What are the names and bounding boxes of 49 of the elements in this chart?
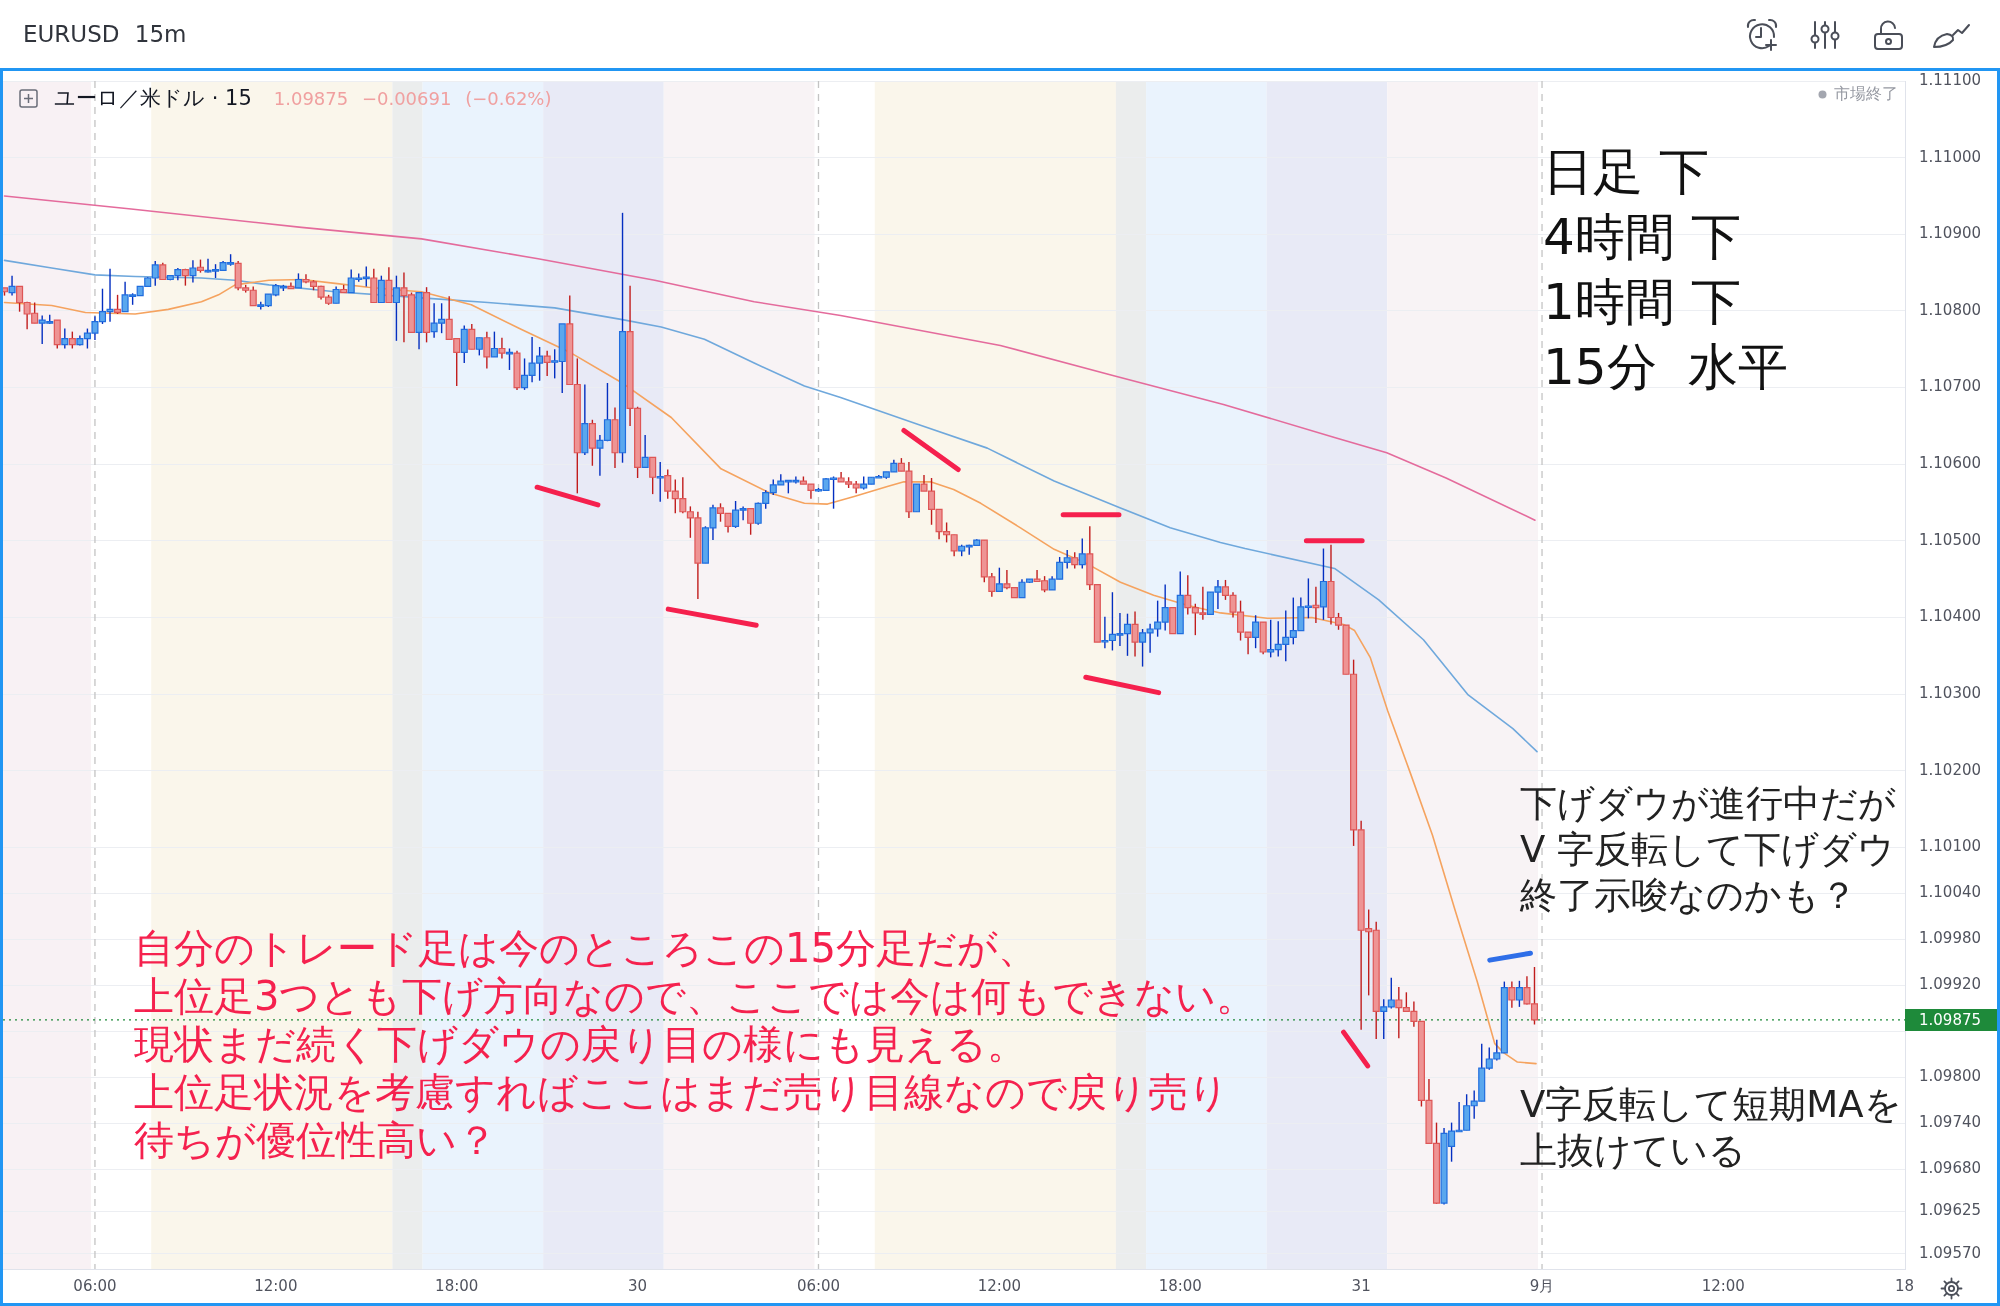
y-tick-label: 1.10500	[1919, 530, 1982, 549]
x-tick-label: 12:00	[1701, 1276, 1745, 1295]
x-tick-label: 18:00	[435, 1276, 479, 1295]
y-tick-label: 1.10900	[1919, 224, 1982, 243]
y-tick-label: 1.10200	[1919, 760, 1982, 779]
y-tick-label: 1.10040	[1919, 883, 1982, 902]
chart-title: EURUSD 15m	[23, 20, 187, 49]
y-tick-label: 1.11000	[1919, 147, 1982, 166]
y-tick-label: 1.09980	[1919, 929, 1982, 948]
annotation: 待ちが優位性高い？	[134, 1116, 497, 1164]
annotation: 市場終了	[1834, 83, 1898, 105]
y-tick-label: 1.10400	[1919, 607, 1982, 626]
x-tick-label: 12:00	[254, 1276, 298, 1295]
annotation: V字反転して短期MAを	[1520, 1082, 1902, 1128]
x-tick-label: 9月	[1529, 1276, 1555, 1295]
y-tick-label: 1.09800	[1919, 1067, 1982, 1086]
annotation: 自分のトレード足は今のところこの15分足だが、	[134, 924, 1038, 972]
x-tick-label: 06:00	[73, 1276, 117, 1295]
x-tick-label: 12:00	[977, 1276, 1021, 1295]
annotation: 上位足3つとも下げ方向なので、ここでは今は何もできない。	[134, 972, 1257, 1020]
chart-subtitle: ユーロ／米ドル · 15	[54, 85, 252, 112]
annotation: 4時間 下	[1543, 207, 1741, 268]
annotation: V 字反転して下げダウ	[1520, 827, 1896, 873]
annotation: 15分 水平	[1543, 337, 1789, 398]
x-tick-label: 06:00	[796, 1276, 841, 1295]
y-tick-label: 1.09570	[1919, 1243, 1982, 1262]
x-tick-label: 30	[628, 1276, 648, 1295]
x-tick-label: 18	[1894, 1276, 1915, 1295]
y-tick-label: 1.09920	[1919, 975, 1982, 994]
annotation: 日足 下	[1543, 142, 1709, 203]
annotation: 上抜けている	[1520, 1128, 1746, 1174]
y-tick-label: 1.10300	[1919, 684, 1982, 703]
x-tick-label: 31	[1351, 1276, 1371, 1295]
annotation: 1時間 下	[1543, 272, 1741, 333]
annotation: 終了示唆なのかも？	[1520, 873, 1857, 919]
y-tick-label: 1.09740	[1919, 1113, 1982, 1132]
annotation: 1.09875 −0.00691 (−0.62%)	[273, 87, 552, 109]
y-tick-label: 1.10600	[1919, 454, 1982, 473]
y-tick-label: 1.11100	[1919, 70, 1982, 89]
annotation: 下げダウが進行中だが	[1520, 781, 1896, 827]
ref-line-label: 1.09875	[1919, 1010, 1982, 1029]
annotation: 現状まだ続く下げダウの戻り目の様にも見える。	[134, 1020, 1027, 1068]
annotation: 上位足状況を考慮すればここはまだ売り目線なので戻り売り	[134, 1068, 1229, 1116]
y-tick-label: 1.09625	[1919, 1201, 1982, 1220]
y-tick-label: 1.10100	[1919, 837, 1982, 856]
y-tick-label: 1.09680	[1919, 1159, 1982, 1178]
y-tick-label: 1.10700	[1919, 377, 1982, 396]
y-tick-label: 1.10800	[1919, 300, 1982, 319]
x-tick-label: 18:00	[1158, 1276, 1202, 1295]
